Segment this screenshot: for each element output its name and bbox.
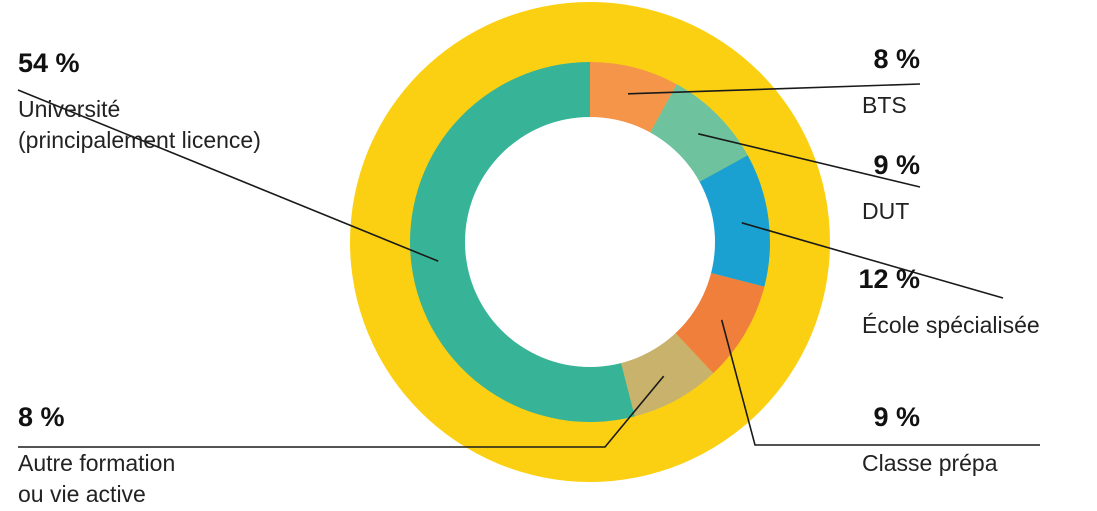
- pct-label-2: 9 %: [873, 150, 920, 180]
- category-label-0-0: Université: [18, 96, 120, 122]
- category-label-5-0: Autre formation: [18, 450, 175, 476]
- leader-line-4: [720, 319, 1040, 446]
- leader-line-3: [741, 222, 1004, 299]
- category-label-1-0: BTS: [862, 92, 907, 118]
- leader-line-2: [698, 133, 921, 188]
- leader-line-5: [18, 375, 665, 448]
- category-label-3-0: École spécialisée: [862, 312, 1040, 338]
- leader-line-0: [17, 89, 439, 262]
- category-label-2-0: DUT: [862, 198, 909, 224]
- pct-label-4: 9 %: [873, 402, 920, 432]
- category-label-4-0: Classe prépa: [862, 450, 998, 476]
- leader-line-1: [628, 83, 921, 95]
- pct-label-5: 8 %: [18, 402, 65, 432]
- pct-label-3: 12 %: [858, 264, 920, 294]
- category-label-0-1: (principalement licence): [18, 127, 261, 153]
- labels-group: 54 % Université (principalement licence) 8 …: [18, 44, 1040, 507]
- category-label-5-1: ou vie active: [18, 481, 146, 507]
- leader-lines-group: [17, 83, 1040, 448]
- pct-label-0: 54 %: [18, 48, 80, 78]
- pct-label-1: 8 %: [873, 44, 920, 74]
- inner-hole: [465, 117, 715, 367]
